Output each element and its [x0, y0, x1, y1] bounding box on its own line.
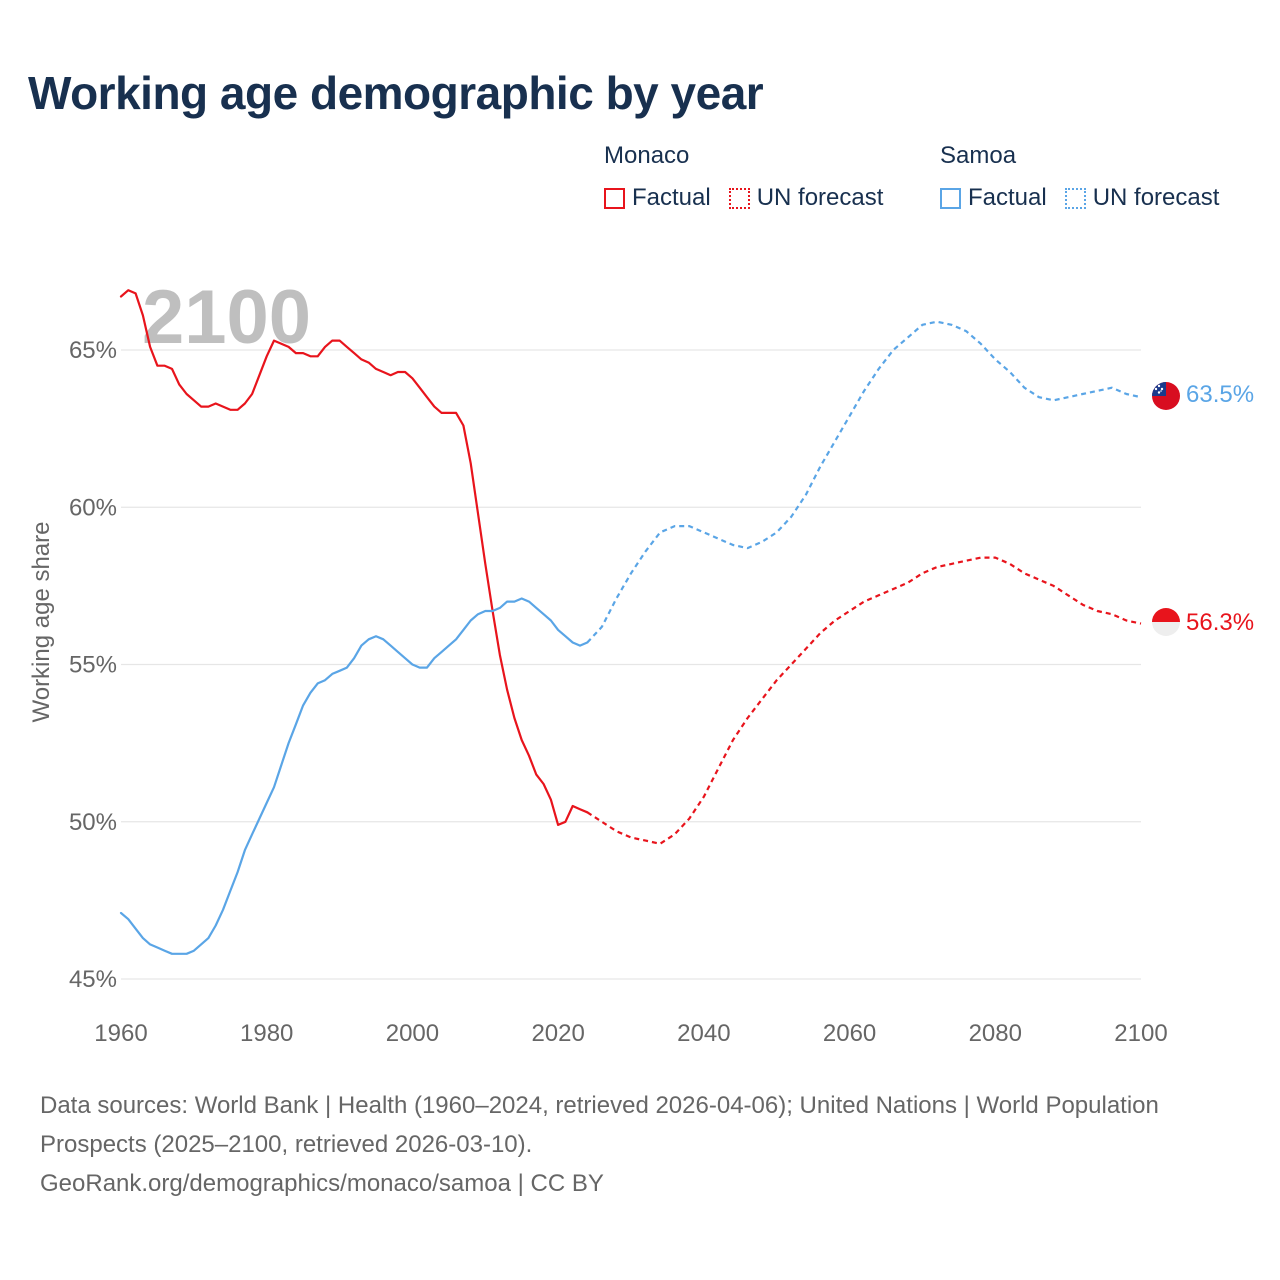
footer-sources: Data sources: World Bank | Health (1960–…	[40, 1092, 1159, 1158]
legend-monaco-forecast[interactable]: UN forecast	[728, 184, 884, 212]
x-tick-label: 2020	[531, 1020, 584, 1047]
samoa-factual-line[interactable]	[119, 597, 589, 955]
legend-samoa-forecast-label: UN forecast	[1092, 184, 1220, 211]
legend-monaco-factual-swatch	[604, 187, 625, 209]
x-tick-label: 2000	[386, 1020, 439, 1047]
legend-samoa-factual[interactable]: Factual	[940, 184, 1047, 212]
footer-attribution: GeoRank.org/demographics/monaco/samoa | …	[40, 1170, 604, 1197]
monaco-forecast-line[interactable]	[586, 556, 1142, 845]
legend-samoa-factual-swatch	[940, 187, 961, 209]
y-tick-label: 45%	[69, 966, 117, 993]
y-tick-label: 50%	[69, 809, 117, 836]
end-label-samoa: 63.5%	[1186, 381, 1254, 408]
end-label-monaco: 56.3%	[1186, 609, 1254, 636]
legend-samoa-factual-label: Factual	[968, 184, 1047, 211]
monaco-factual-line[interactable]	[119, 289, 589, 827]
x-tick-label: 2040	[677, 1020, 730, 1047]
legend-samoa-forecast[interactable]: UN forecast	[1064, 184, 1220, 212]
legend-samoa: Samoa Factual UN forecast	[940, 142, 1219, 212]
y-tick-label: 55%	[69, 652, 117, 679]
samoa-forecast-line[interactable]	[586, 320, 1142, 644]
year-overlay: 2100	[142, 275, 311, 360]
samoa-flag-icon	[1152, 382, 1180, 410]
y-axis-label: Working age share	[28, 521, 55, 723]
legend-monaco-name: Monaco	[604, 142, 690, 169]
legend-samoa-name: Samoa	[940, 142, 1017, 169]
x-tick-label: 1980	[240, 1020, 293, 1047]
chart-title: Working age demographic by year	[28, 67, 764, 119]
monaco-flag-icon	[1152, 608, 1180, 636]
legend-monaco-forecast-swatch	[728, 187, 750, 209]
legend-monaco: Monaco Factual UN forecast	[604, 142, 901, 212]
x-tick-label: 2100	[1114, 1020, 1167, 1047]
x-tick-label: 1960	[94, 1020, 147, 1047]
y-tick-label: 60%	[69, 494, 117, 521]
footer: Data sources: World Bank | Health (1960–…	[40, 1086, 1220, 1203]
x-tick-label: 2080	[969, 1020, 1022, 1047]
y-tick-label: 65%	[69, 337, 117, 364]
x-tick-label: 2060	[823, 1020, 876, 1047]
legend-monaco-factual[interactable]: Factual	[604, 184, 711, 212]
legend-monaco-forecast-label: UN forecast	[756, 184, 884, 211]
legend-samoa-forecast-swatch	[1064, 187, 1086, 209]
legend-monaco-factual-label: Factual	[632, 184, 711, 211]
